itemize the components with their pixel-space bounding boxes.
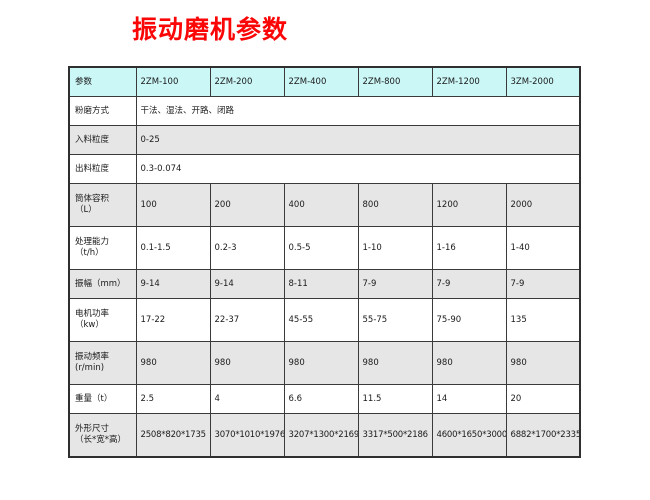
cell-amplitude-3: 8-11 — [283, 269, 359, 299]
row-label-capacity: 处理能力 （t/h） — [68, 226, 137, 270]
row-value-grinding-method: 干法、湿法、开路、闭路 — [135, 96, 581, 126]
row-label-motor-power: 电机功率 （kw） — [68, 298, 137, 342]
cell-weight-4: 11.5 — [357, 384, 433, 414]
column-header-model-6: 3ZM-2000 — [505, 66, 581, 97]
table-row: 电机功率 （kw） 17-22 22-37 45-55 55-75 75-90 … — [68, 298, 581, 342]
cell-capacity-5: 1-16 — [431, 226, 507, 270]
table-row: 筒体容积 （L） 100 200 400 800 1200 2000 — [68, 183, 581, 227]
cell-barrel-volume-4: 800 — [357, 183, 433, 227]
cell-amplitude-6: 7-9 — [505, 269, 581, 299]
cell-motor-power-2: 22-37 — [209, 298, 285, 342]
cell-capacity-6: 1-40 — [505, 226, 581, 270]
cell-motor-power-6: 135 — [505, 298, 581, 342]
cell-amplitude-5: 7-9 — [431, 269, 507, 299]
row-label-feed-size: 入料粒度 — [68, 125, 137, 155]
cell-amplitude-2: 9-14 — [209, 269, 285, 299]
cell-dimensions-3: 3207*1300*2169 — [283, 413, 359, 458]
cell-vibration-frequency-2: 980 — [209, 341, 285, 385]
row-label-weight: 重量（t） — [68, 384, 137, 414]
cell-vibration-frequency-6: 980 — [505, 341, 581, 385]
column-header-model-4: 2ZM-800 — [357, 66, 433, 97]
row-label-barrel-volume: 筒体容积 （L） — [68, 183, 137, 227]
cell-motor-power-3: 45-55 — [283, 298, 359, 342]
cell-capacity-3: 0.5-5 — [283, 226, 359, 270]
cell-barrel-volume-5: 1200 — [431, 183, 507, 227]
cell-barrel-volume-2: 200 — [209, 183, 285, 227]
table-row: 重量（t） 2.5 4 6.6 11.5 14 20 — [68, 384, 581, 414]
page-title: 振动磨机参数 — [132, 15, 289, 44]
cell-barrel-volume-3: 400 — [283, 183, 359, 227]
cell-weight-2: 4 — [209, 384, 285, 414]
cell-weight-5: 14 — [431, 384, 507, 414]
cell-motor-power-4: 55-75 — [357, 298, 433, 342]
cell-dimensions-6: 6882*1700*2335 — [505, 413, 581, 458]
column-header-model-3: 2ZM-400 — [283, 66, 359, 97]
cell-weight-6: 20 — [505, 384, 581, 414]
column-header-model-2: 2ZM-200 — [209, 66, 285, 97]
cell-dimensions-2: 3070*1010*1976 — [209, 413, 285, 458]
cell-weight-3: 6.6 — [283, 384, 359, 414]
cell-vibration-frequency-4: 980 — [357, 341, 433, 385]
cell-dimensions-4: 3317*500*2186 — [357, 413, 433, 458]
column-header-model-5: 2ZM-1200 — [431, 66, 507, 97]
table-row: 出料粒度 0.3-0.074 — [68, 154, 581, 184]
cell-barrel-volume-1: 100 — [135, 183, 211, 227]
specification-table: 参数 2ZM-100 2ZM-200 2ZM-400 2ZM-800 2ZM-1… — [68, 66, 581, 458]
row-label-vibration-frequency: 振动频率 (r/min) — [68, 341, 137, 385]
cell-motor-power-1: 17-22 — [135, 298, 211, 342]
row-value-feed-size: 0-25 — [135, 125, 581, 155]
table-body: 参数 2ZM-100 2ZM-200 2ZM-400 2ZM-800 2ZM-1… — [68, 66, 581, 458]
row-label-discharge-size: 出料粒度 — [68, 154, 137, 184]
table-row: 振动频率 (r/min) 980 980 980 980 980 980 — [68, 341, 581, 385]
cell-amplitude-4: 7-9 — [357, 269, 433, 299]
table-header-row: 参数 2ZM-100 2ZM-200 2ZM-400 2ZM-800 2ZM-1… — [68, 66, 581, 97]
cell-barrel-volume-6: 2000 — [505, 183, 581, 227]
specification-table-container: 参数 2ZM-100 2ZM-200 2ZM-400 2ZM-800 2ZM-1… — [68, 66, 581, 458]
cell-weight-1: 2.5 — [135, 384, 211, 414]
cell-vibration-frequency-3: 980 — [283, 341, 359, 385]
row-value-discharge-size: 0.3-0.074 — [135, 154, 581, 184]
cell-capacity-1: 0.1-1.5 — [135, 226, 211, 270]
cell-dimensions-5: 4600*1650*3000 — [431, 413, 507, 458]
table-row: 入料粒度 0-25 — [68, 125, 581, 155]
row-label-grinding-method: 粉磨方式 — [68, 96, 137, 126]
row-label-amplitude: 振幅（mm） — [68, 269, 137, 299]
cell-capacity-4: 1-10 — [357, 226, 433, 270]
table-row: 处理能力 （t/h） 0.1-1.5 0.2-3 0.5-5 1-10 1-16… — [68, 226, 581, 270]
cell-vibration-frequency-1: 980 — [135, 341, 211, 385]
cell-dimensions-1: 2508*820*1735 — [135, 413, 211, 458]
cell-motor-power-5: 75-90 — [431, 298, 507, 342]
table-row: 外形尺寸 （长*宽*高） 2508*820*1735 3070*1010*197… — [68, 413, 581, 458]
cell-capacity-2: 0.2-3 — [209, 226, 285, 270]
cell-vibration-frequency-5: 980 — [431, 341, 507, 385]
column-header-parameter: 参数 — [68, 66, 137, 97]
column-header-model-1: 2ZM-100 — [135, 66, 211, 97]
row-label-dimensions: 外形尺寸 （长*宽*高） — [68, 413, 137, 458]
cell-amplitude-1: 9-14 — [135, 269, 211, 299]
table-row: 粉磨方式 干法、湿法、开路、闭路 — [68, 96, 581, 126]
table-row: 振幅（mm） 9-14 9-14 8-11 7-9 7-9 7-9 — [68, 269, 581, 299]
